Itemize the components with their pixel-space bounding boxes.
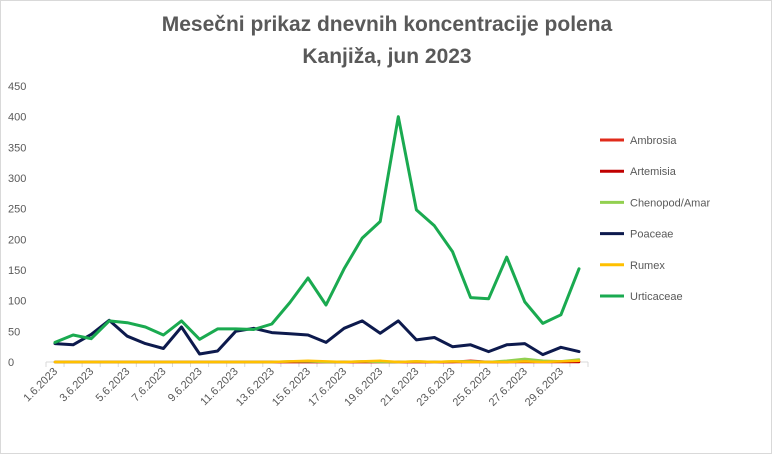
x-tick-label: 29.6.2023 [523,366,566,409]
y-tick-label: 150 [8,265,26,277]
series-lines [53,115,581,364]
y-tick-label: 450 [8,81,26,93]
y-axis-tick-labels: 0 50 100 150 200 250 300 350 400 450 [8,81,26,369]
chart-subtitle: Kanjiža, jun 2023 [302,45,472,68]
legend-label-chenopod-amar: Chenopod/Amar [630,197,710,209]
legend-label-artemisia: Artemisia [630,166,677,178]
legend-label-rumex: Rumex [630,260,665,272]
x-tick-label: 15.6.2023 [270,366,313,409]
y-tick-label: 350 [8,142,26,154]
x-tick-label: 13.6.2023 [234,366,277,409]
x-tick-label: 23.6.2023 [415,366,458,409]
x-tick-label: 17.6.2023 [306,366,349,409]
x-axis-tick-labels: 1.6.20233.6.20235.6.20237.6.20239.6.2023… [21,366,566,409]
x-tick-label: 3.6.2023 [58,366,97,405]
y-tick-label: 400 [8,112,26,124]
x-tick-label: 19.6.2023 [342,366,385,409]
series-line-urticaceae [53,115,581,344]
series-line-rumex [53,359,581,364]
y-tick-label: 100 [8,296,26,308]
x-tick-label: 7.6.2023 [130,366,169,405]
y-tick-label: 0 [8,357,14,369]
legend-label-urticaceae: Urticaceae [630,291,683,303]
x-tick-label: 25.6.2023 [451,366,494,409]
x-tick-label: 5.6.2023 [94,366,133,405]
x-tick-label: 27.6.2023 [487,366,530,409]
x-tick-label: 1.6.2023 [21,366,60,405]
series-line-poaceae [53,318,581,357]
legend-label-poaceae: Poaceae [630,229,673,241]
chart-title: Mesečni prikaz dnevnih koncentracije pol… [161,13,613,36]
y-tick-label: 300 [8,173,26,185]
y-tick-label: 200 [8,234,26,246]
y-tick-label: 250 [8,204,26,216]
legend: Ambrosia Artemisia Chenopod/Amar Poaceae Rum… [600,135,710,303]
legend-label-ambrosia: Ambrosia [630,135,677,147]
y-tick-label: 50 [8,326,20,338]
x-tick-label: 21.6.2023 [378,366,421,409]
